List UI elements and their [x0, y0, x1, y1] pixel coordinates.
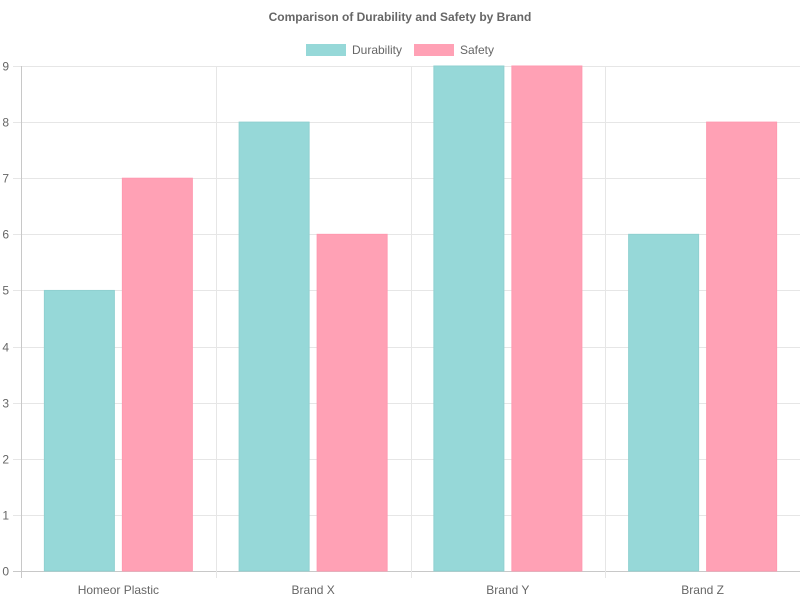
y-tick-label: 2 — [2, 453, 9, 467]
y-tick-label: 1 — [2, 509, 9, 523]
bar-durability-brand-x[interactable] — [238, 121, 310, 572]
legend-swatch-durability — [306, 44, 346, 56]
y-axis: 0 1 2 3 4 5 6 7 8 9 — [2, 60, 9, 579]
x-tick-label: Brand Z — [681, 583, 724, 597]
y-tick-label: 5 — [2, 284, 9, 298]
y-tick-label: 4 — [2, 341, 9, 355]
y-tick-label: 6 — [2, 228, 9, 242]
legend-item-safety[interactable]: Safety — [414, 43, 494, 57]
bar-durability-brand-y[interactable] — [433, 65, 505, 572]
y-tick-label: 3 — [2, 397, 9, 411]
legend-label-safety: Safety — [460, 43, 494, 57]
bar-safety-homeor-plastic[interactable] — [121, 177, 193, 572]
x-tick-label: Brand X — [291, 583, 334, 597]
y-tick-label: 7 — [2, 172, 9, 186]
y-tick-label: 9 — [2, 60, 9, 74]
x-tick-label: Brand Y — [486, 583, 529, 597]
bar-safety-brand-z[interactable] — [706, 121, 778, 572]
bar-safety-brand-y[interactable] — [511, 65, 583, 572]
x-tick-label: Homeor Plastic — [78, 583, 159, 597]
legend-swatch-safety — [414, 44, 454, 56]
bars — [43, 65, 778, 572]
chart-title: Comparison of Durability and Safety by B… — [269, 10, 532, 24]
y-tick-label: 8 — [2, 116, 9, 130]
bar-durability-homeor-plastic[interactable] — [43, 289, 115, 572]
legend-label-durability: Durability — [352, 43, 402, 57]
legend: Durability Safety — [306, 43, 494, 57]
bar-durability-brand-z[interactable] — [628, 233, 700, 572]
bar-safety-brand-x[interactable] — [316, 233, 388, 572]
x-axis: Homeor Plastic Brand X Brand Y Brand Z — [78, 583, 724, 597]
legend-item-durability[interactable]: Durability — [306, 43, 402, 57]
y-tick-label: 0 — [2, 565, 9, 579]
